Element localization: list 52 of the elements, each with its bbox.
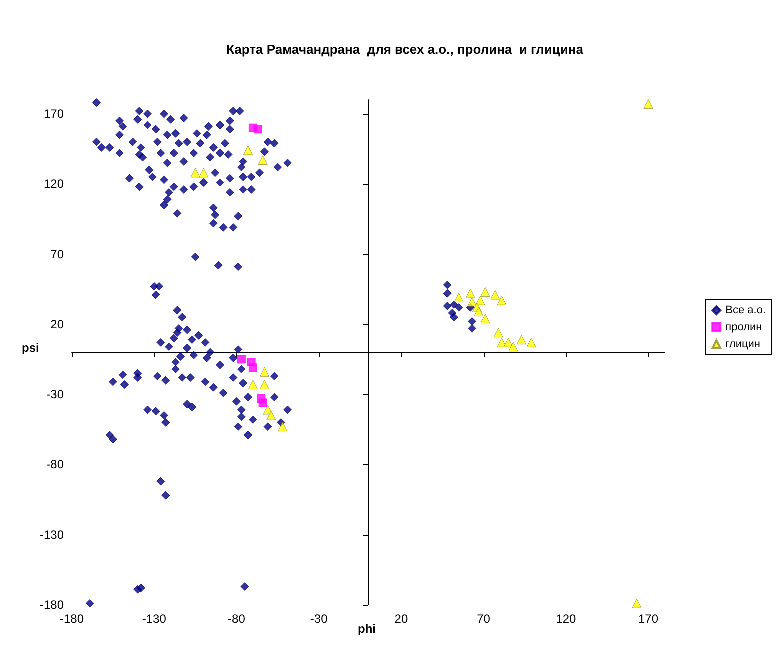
x-tick-label: -80: [228, 612, 246, 626]
point: [248, 380, 258, 390]
point: [632, 598, 642, 608]
x-tick-label: 70: [477, 612, 491, 626]
legend-label: пролин: [726, 322, 762, 334]
point: [508, 342, 518, 352]
point: [266, 410, 276, 420]
x-tick-label: 170: [638, 612, 659, 626]
point: [490, 290, 500, 300]
y-tick-label: -80: [46, 458, 64, 472]
point: [258, 156, 268, 166]
point: [190, 168, 200, 178]
point: [248, 364, 258, 372]
point: [497, 338, 507, 348]
y-tick-label: -30: [46, 388, 64, 402]
y-axis-title: psi: [22, 341, 40, 355]
point: [244, 146, 254, 156]
point: [516, 335, 526, 345]
y-tick-label: 170: [44, 107, 64, 122]
x-tick-label: -130: [142, 612, 167, 626]
point: [480, 314, 490, 324]
y-tick-label: 20: [50, 317, 64, 332]
chart-title: Карта Рамачандрана для всех а.о., пролина и глицина: [226, 42, 584, 57]
point: [258, 398, 268, 408]
point: [199, 168, 209, 178]
legend-label: глицин: [726, 338, 760, 350]
point: [260, 380, 270, 390]
y-tick-label: -180: [40, 598, 64, 612]
point: [526, 338, 536, 348]
point: [454, 293, 464, 303]
point: [504, 338, 514, 348]
x-tick-label: 120: [556, 612, 576, 626]
point: [254, 125, 262, 134]
x-tick-label: 20: [394, 612, 408, 626]
legend-label: Все а.о.: [726, 304, 766, 316]
point: [476, 296, 486, 306]
point: [480, 287, 490, 297]
point: [497, 296, 507, 306]
point: [468, 297, 478, 307]
point: [494, 328, 504, 338]
point: [237, 355, 246, 364]
point: [644, 99, 654, 109]
point: [278, 422, 288, 432]
y-tick-label: -130: [40, 528, 64, 542]
point: [466, 288, 476, 298]
y-tick-label: 70: [50, 247, 64, 262]
x-tick-label: -30: [310, 612, 328, 626]
y-tick-label: 120: [44, 177, 64, 192]
x-tick-label: -180: [60, 612, 84, 626]
point: [260, 367, 270, 377]
point: [474, 307, 484, 317]
x-axis-title: phi: [358, 622, 376, 636]
